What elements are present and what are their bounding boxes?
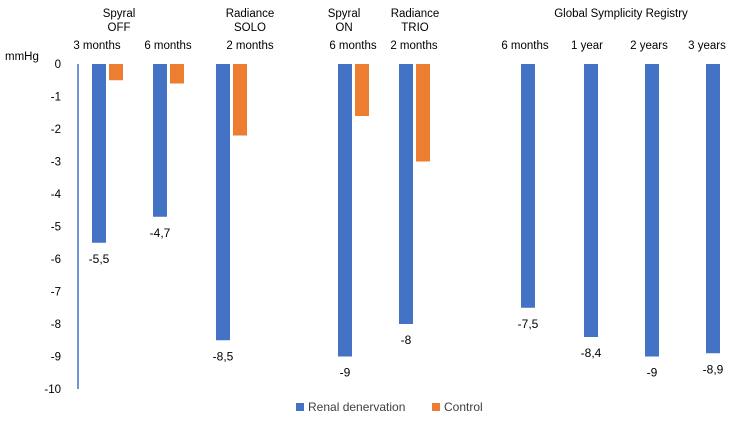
y-tick-label: -8 xyxy=(51,319,61,331)
data-label: -8,4 xyxy=(581,346,602,360)
category-label: 3 years xyxy=(688,40,726,52)
group-label: TRIO xyxy=(401,22,429,34)
y-axis: mmHg 0 -1 -2 -3 -4 -5 -6 -7 -8 -9 -10 xyxy=(5,51,79,396)
control-bar xyxy=(109,64,123,81)
data-labels: -5,5 -4,7 -8,5 -9 -8 -7,5 -8,4 -9 -8,9 xyxy=(89,226,724,380)
group-label: Radiance xyxy=(226,8,275,20)
data-label: -5,5 xyxy=(89,252,110,266)
renal-bar xyxy=(645,64,659,357)
legend-label-control: Control xyxy=(444,400,483,414)
y-tick-label: -3 xyxy=(51,157,61,169)
group-label: SOLO xyxy=(234,22,266,34)
category-label: 1 year xyxy=(571,40,603,52)
bars xyxy=(92,64,720,357)
group-label: Global Symplicity Registry xyxy=(554,8,688,20)
renal-bar xyxy=(584,64,598,337)
group-label: OFF xyxy=(108,22,131,34)
y-tick-label: -10 xyxy=(44,384,61,396)
y-tick-label: -7 xyxy=(51,287,61,299)
category-label: 2 years xyxy=(630,40,668,52)
y-tick-label: -9 xyxy=(51,352,61,364)
group-label: Radiance xyxy=(391,8,440,20)
data-label: -9 xyxy=(647,366,658,380)
legend-swatch-control xyxy=(432,403,440,411)
control-bar xyxy=(170,64,184,84)
control-bar xyxy=(233,64,247,136)
y-tick-label: 0 xyxy=(55,59,61,71)
category-label: 6 months xyxy=(501,40,549,52)
y-tick-label: -5 xyxy=(51,222,61,234)
category-label: 6 months xyxy=(329,40,377,52)
category-headers: Spyral OFF Radiance SOLO Spyral ON Radiance TRI… xyxy=(73,8,726,52)
category-label: 2 months xyxy=(226,40,274,52)
data-label: -4,7 xyxy=(150,226,171,240)
data-label: -8 xyxy=(401,333,412,347)
control-bar xyxy=(416,64,430,162)
group-label: ON xyxy=(335,22,352,34)
category-label: 2 months xyxy=(390,40,438,52)
category-label: 3 months xyxy=(73,40,121,52)
data-label: -9 xyxy=(340,366,351,380)
renal-bar xyxy=(216,64,230,341)
group-label: Spyral xyxy=(328,8,361,20)
legend: Renal denervation Control xyxy=(296,400,483,414)
renal-bar xyxy=(706,64,720,354)
data-label: -7,5 xyxy=(518,317,539,331)
renal-bar xyxy=(153,64,167,217)
legend-swatch-renal xyxy=(296,403,304,411)
renal-bar xyxy=(92,64,106,243)
y-tick-label: -2 xyxy=(51,124,61,136)
control-bar xyxy=(355,64,369,116)
y-tick-label: -1 xyxy=(51,92,61,104)
category-label: 6 months xyxy=(144,40,192,52)
renal-bar xyxy=(338,64,352,357)
data-label: -8,5 xyxy=(213,349,234,363)
renal-bar xyxy=(521,64,535,308)
data-label: -8,9 xyxy=(703,362,724,376)
y-axis-label: mmHg xyxy=(5,51,39,63)
y-tick-label: -4 xyxy=(51,189,62,201)
legend-label-renal: Renal denervation xyxy=(308,400,405,414)
renal-bar xyxy=(399,64,413,324)
group-label: Spyral xyxy=(103,8,136,20)
y-tick-label: -6 xyxy=(51,254,61,266)
